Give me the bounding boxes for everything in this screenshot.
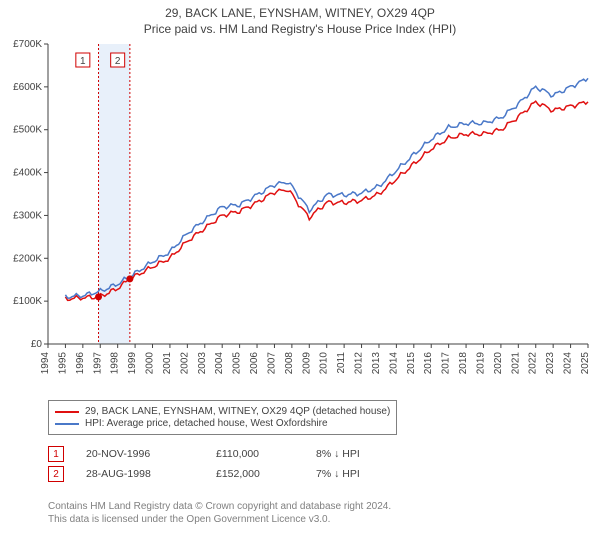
tx-marker-icon: 1 xyxy=(48,446,64,462)
footnote-line: This data is licensed under the Open Gov… xyxy=(48,513,391,526)
svg-text:1: 1 xyxy=(80,56,86,67)
legend-swatch xyxy=(55,411,79,413)
svg-text:£0: £0 xyxy=(31,339,43,350)
table-row: 2 28-AUG-1998 £152,000 7% ↓ HPI xyxy=(48,466,396,482)
tx-date: 28-AUG-1998 xyxy=(86,468,216,480)
svg-text:2001: 2001 xyxy=(162,352,173,375)
svg-text:2022: 2022 xyxy=(528,352,539,375)
legend-item: 29, BACK LANE, EYNSHAM, WITNEY, OX29 4QP… xyxy=(55,406,390,417)
chart-container: 29, BACK LANE, EYNSHAM, WITNEY, OX29 4QP… xyxy=(0,0,600,560)
tx-date: 20-NOV-1996 xyxy=(86,448,216,460)
legend-item: HPI: Average price, detached house, West… xyxy=(55,418,390,429)
chart-svg: £0 £100K £200K £300K £400K £500K £600K £700K 199… xyxy=(0,40,600,390)
svg-text:2016: 2016 xyxy=(423,352,434,375)
svg-text:£100K: £100K xyxy=(13,296,42,307)
svg-text:2003: 2003 xyxy=(197,352,208,375)
svg-text:2009: 2009 xyxy=(301,352,312,375)
legend: 29, BACK LANE, EYNSHAM, WITNEY, OX29 4QP… xyxy=(48,400,397,435)
svg-text:2024: 2024 xyxy=(563,352,574,375)
svg-text:2002: 2002 xyxy=(179,352,190,375)
svg-text:2015: 2015 xyxy=(406,352,417,375)
svg-text:2005: 2005 xyxy=(232,352,243,375)
tx-delta: 7% ↓ HPI xyxy=(316,468,396,480)
legend-label: HPI: Average price, detached house, West… xyxy=(85,418,328,429)
legend-label: 29, BACK LANE, EYNSHAM, WITNEY, OX29 4QP… xyxy=(85,406,390,417)
svg-text:2021: 2021 xyxy=(510,352,521,375)
svg-text:£300K: £300K xyxy=(13,210,42,221)
chart: £0 £100K £200K £300K £400K £500K £600K £700K 199… xyxy=(0,40,600,390)
svg-text:2010: 2010 xyxy=(319,352,330,375)
svg-text:2000: 2000 xyxy=(145,352,156,375)
svg-text:1995: 1995 xyxy=(57,352,68,375)
svg-text:2018: 2018 xyxy=(458,352,469,375)
svg-text:2007: 2007 xyxy=(266,352,277,375)
title-block: 29, BACK LANE, EYNSHAM, WITNEY, OX29 4QP… xyxy=(0,0,600,36)
svg-text:2004: 2004 xyxy=(214,352,225,375)
table-row: 1 20-NOV-1996 £110,000 8% ↓ HPI xyxy=(48,446,396,462)
svg-text:1997: 1997 xyxy=(92,352,103,375)
title-line-2: Price paid vs. HM Land Registry's House … xyxy=(0,22,600,36)
tx-price: £110,000 xyxy=(216,448,316,460)
svg-text:£600K: £600K xyxy=(13,82,42,93)
svg-text:2013: 2013 xyxy=(371,352,382,375)
svg-text:2017: 2017 xyxy=(441,352,452,375)
svg-text:1996: 1996 xyxy=(75,352,86,375)
svg-text:2019: 2019 xyxy=(475,352,486,375)
svg-text:1999: 1999 xyxy=(127,352,138,375)
svg-text:2023: 2023 xyxy=(545,352,556,375)
svg-text:2012: 2012 xyxy=(354,352,365,375)
svg-text:£200K: £200K xyxy=(13,253,42,264)
svg-text:2006: 2006 xyxy=(249,352,260,375)
svg-text:2025: 2025 xyxy=(580,352,591,375)
footnote: Contains HM Land Registry data © Crown c… xyxy=(48,500,391,526)
svg-text:£700K: £700K xyxy=(13,40,42,50)
tx-marker-icon: 2 xyxy=(48,466,64,482)
svg-text:£400K: £400K xyxy=(13,168,42,179)
svg-text:1994: 1994 xyxy=(40,352,51,375)
tx-delta: 8% ↓ HPI xyxy=(316,448,396,460)
footnote-line: Contains HM Land Registry data © Crown c… xyxy=(48,500,391,513)
legend-swatch xyxy=(55,423,79,425)
transactions-table: 1 20-NOV-1996 £110,000 8% ↓ HPI 2 28-AUG… xyxy=(48,442,396,486)
tx-price: £152,000 xyxy=(216,468,316,480)
title-line-1: 29, BACK LANE, EYNSHAM, WITNEY, OX29 4QP xyxy=(0,6,600,20)
svg-text:2014: 2014 xyxy=(388,352,399,375)
svg-text:£500K: £500K xyxy=(13,125,42,136)
svg-text:2020: 2020 xyxy=(493,352,504,375)
svg-text:1998: 1998 xyxy=(110,352,121,375)
svg-text:2008: 2008 xyxy=(284,352,295,375)
svg-text:2011: 2011 xyxy=(336,352,347,374)
svg-text:2: 2 xyxy=(115,56,121,67)
